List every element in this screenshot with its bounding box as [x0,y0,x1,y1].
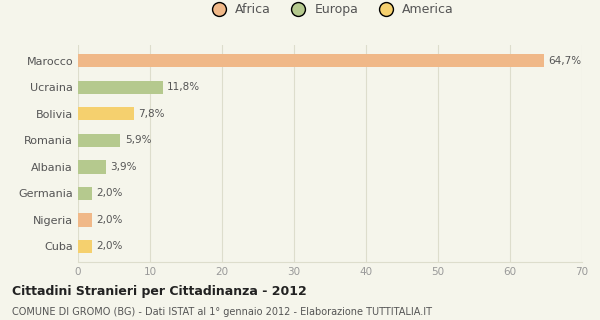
Text: 2,0%: 2,0% [97,188,123,198]
Bar [78,240,92,253]
Text: 7,8%: 7,8% [139,109,165,119]
Text: 5,9%: 5,9% [125,135,151,145]
Text: 11,8%: 11,8% [167,82,200,92]
Bar [78,213,92,227]
Legend: Africa, Europa, America: Africa, Europa, America [206,3,454,16]
Bar [78,187,92,200]
Bar [78,160,106,173]
Text: 3,9%: 3,9% [110,162,137,172]
Bar [78,107,134,120]
Text: 2,0%: 2,0% [97,242,123,252]
Bar [78,81,163,94]
Text: COMUNE DI GROMO (BG) - Dati ISTAT al 1° gennaio 2012 - Elaborazione TUTTITALIA.I: COMUNE DI GROMO (BG) - Dati ISTAT al 1° … [12,307,432,317]
Text: 64,7%: 64,7% [548,56,581,66]
Text: Cittadini Stranieri per Cittadinanza - 2012: Cittadini Stranieri per Cittadinanza - 2… [12,285,307,298]
Text: 2,0%: 2,0% [97,215,123,225]
Bar [78,54,544,67]
Bar [78,134,121,147]
